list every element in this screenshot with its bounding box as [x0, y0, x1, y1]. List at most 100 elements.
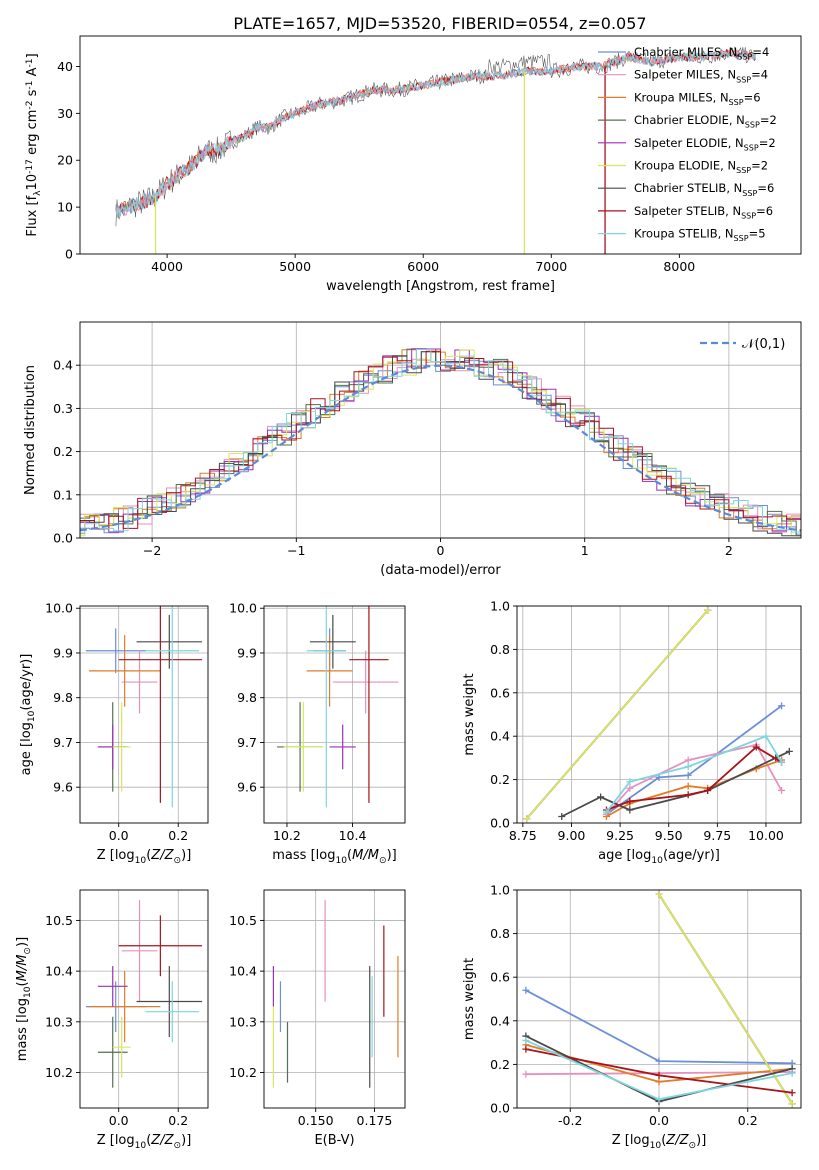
y-axis-label: age [log10(age/yr)] — [19, 654, 37, 776]
weight-marker — [788, 1100, 796, 1108]
x-tick-label: 1 — [581, 543, 589, 558]
y-tick-label: 0.4 — [490, 1013, 510, 1028]
weight-marker — [762, 732, 770, 740]
x-axis-label: Z [log10(Z/Z⊙)] — [612, 1133, 707, 1151]
x-tick-label: 7000 — [535, 259, 567, 274]
normal-curve — [79, 364, 802, 532]
massweight-vs-metallicity-panel: -0.2 0.0 0.2 0.0 0.2 0.4 0.6 0.8 1.0 Z [log10(Z/Z… — [462, 883, 802, 1151]
weight-marker — [785, 747, 793, 755]
y-tick-label: 9.7 — [53, 735, 73, 750]
weight-marker — [684, 756, 692, 764]
legend-label: Chabrier MILES, NSSP=4 — [634, 45, 769, 62]
figure-title: PLATE=1657, MJD=53520, FIBERID=0554, z=0… — [233, 14, 646, 33]
y-axis-label: Normed distribution — [23, 365, 38, 495]
weight-marker — [626, 784, 634, 792]
y-tick-label: 0.1 — [53, 487, 73, 502]
x-axis-label: wavelength [Angstrom, rest frame] — [326, 279, 555, 294]
x-tick-label: 10.4 — [339, 828, 367, 843]
age-vs-mass-panel: 10.2 10.4 9.6 9.7 9.8 9.9 10.0 mass [log10(M/M⊙… — [229, 601, 406, 866]
x-tick-label: 8.75 — [509, 828, 537, 843]
weight-line-8 — [606, 745, 782, 811]
weight-marker — [558, 812, 566, 820]
legend-label: 𝒩(0,1) — [742, 337, 785, 352]
y-tick-label: 9.7 — [237, 735, 257, 750]
y-tick-label: 9.9 — [53, 645, 73, 660]
x-tick-label: 0.2 — [168, 1113, 188, 1128]
y-tick-label: 1.0 — [490, 883, 510, 898]
weight-line-1 — [605, 705, 783, 816]
age-vs-metallicity-panel: 0.0 0.2 9.6 9.7 9.8 9.9 10.0 Z [log10(Z/Z⊙)] age… — [19, 601, 209, 866]
x-tick-label: 9.00 — [558, 828, 586, 843]
x-tick-label: -0.2 — [558, 1113, 582, 1128]
legend-label: Chabrier ELODIE, NSSP=2 — [634, 113, 777, 130]
y-tick-label: 10.5 — [229, 913, 257, 928]
axes-frame — [263, 889, 406, 1109]
x-tick-label: 9.75 — [703, 828, 731, 843]
x-axis-label: age [log10(age/yr)] — [598, 848, 720, 866]
histogram-steps-9 — [80, 349, 801, 535]
y-tick-label: 0.2 — [53, 444, 73, 459]
weight-marker — [684, 791, 692, 799]
y-tick-label: 0.6 — [490, 970, 510, 985]
y-tick-label: 20 — [57, 153, 73, 168]
weight-marker — [626, 806, 634, 814]
axes-frame — [79, 35, 802, 255]
weight-marker — [704, 786, 712, 794]
y-tick-label: 10.3 — [229, 1014, 257, 1029]
y-tick-label: 9.9 — [237, 645, 257, 660]
spectrum-panel: 4000 5000 6000 7000 8000 0 10 20 30 40 wavelength … — [25, 35, 802, 294]
y-tick-label: 0.0 — [53, 531, 73, 546]
legend-label: Salpeter ELODIE, NSSP=2 — [634, 136, 776, 153]
y-tick-label: 0.8 — [490, 926, 510, 941]
weight-line-7 — [561, 750, 790, 818]
y-tick-label: 9.8 — [53, 690, 73, 705]
weight-marker — [788, 1089, 796, 1097]
x-tick-label: 10.2 — [273, 828, 301, 843]
weight-marker — [522, 1070, 530, 1078]
y-tick-label: 0.4 — [490, 729, 510, 744]
y-tick-label: 10.0 — [229, 601, 257, 616]
y-tick-label: 9.8 — [237, 690, 257, 705]
weight-marker — [522, 1036, 530, 1044]
weight-marker — [626, 797, 634, 805]
y-tick-label: 0.2 — [490, 772, 510, 787]
histogram-steps-4 — [80, 348, 801, 537]
weight-marker — [522, 1045, 530, 1053]
y-tick-label: 10.2 — [229, 1065, 257, 1080]
weight-marker — [778, 758, 786, 766]
weight-line-6 — [658, 893, 793, 1105]
weight-line-3 — [606, 759, 782, 818]
y-tick-label: 10.4 — [229, 964, 257, 979]
x-tick-label: 8000 — [663, 259, 695, 274]
x-tick-label: −1 — [287, 543, 305, 558]
axes-frame — [79, 889, 209, 1109]
x-axis-label: (data-model)/error — [380, 563, 501, 578]
y-axis-label: mass weight — [462, 958, 477, 1040]
y-tick-label: 10.4 — [45, 964, 73, 979]
x-tick-label: 9.25 — [606, 828, 634, 843]
weight-marker — [778, 702, 786, 710]
x-tick-label: 6000 — [407, 259, 439, 274]
residual-histogram-panel: −2 −1 0 1 2 0.0 0.1 0.2 0.3 0.4 (data-model)/error… — [23, 321, 802, 578]
weight-marker — [684, 763, 692, 771]
legend-label: Salpeter MILES, NSSP=4 — [634, 68, 768, 85]
y-tick-label: 10.0 — [45, 601, 73, 616]
y-tick-label: 9.6 — [53, 780, 73, 795]
spectrum-line-6 — [115, 49, 756, 219]
weight-marker — [523, 815, 531, 823]
legend-label: Salpeter STELIB, NSSP=6 — [634, 204, 773, 221]
legend-label: Kroupa ELODIE, NSSP=2 — [634, 159, 768, 176]
weight-line-6 — [526, 609, 709, 820]
x-tick-label: 4000 — [151, 259, 183, 274]
y-tick-label: 0.0 — [490, 1101, 510, 1116]
y-axis-label: mass weight — [462, 673, 477, 755]
weight-marker — [655, 1078, 663, 1086]
x-axis-label: Z [log10(Z/Z⊙)] — [97, 848, 192, 866]
y-tick-label: 1.0 — [490, 599, 510, 614]
weight-marker — [684, 782, 692, 790]
mass-vs-metallicity-panel: 0.0 0.2 10.2 10.3 10.4 10.5 Z [log10(Z/Z⊙)] mas… — [15, 889, 209, 1151]
x-tick-label: 0.0 — [109, 1113, 129, 1128]
weight-marker — [655, 1071, 663, 1079]
x-tick-label: 0.0 — [109, 828, 129, 843]
x-tick-label: 0.175 — [357, 1113, 393, 1128]
